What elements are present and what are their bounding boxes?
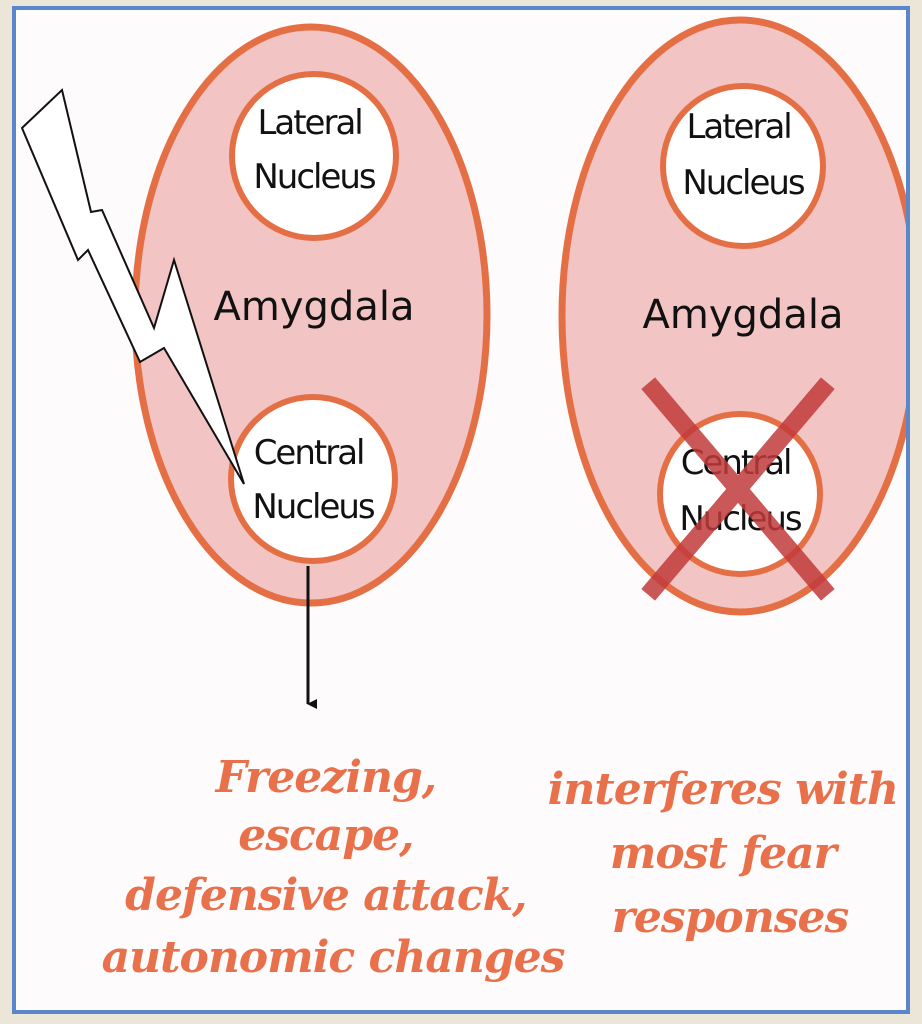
- left-lateral-line2: Nucleus: [253, 157, 376, 197]
- right-outcome-line1: interferes with: [548, 764, 898, 815]
- left-lateral-nucleus-label: Lateral Nucleus: [253, 103, 376, 197]
- right-amygdala: Lateral Nucleus Amygdala Central Nucleus: [558, 16, 906, 616]
- left-central-nucleus-circle: [228, 394, 398, 564]
- left-lateral-line1: Lateral: [257, 103, 361, 143]
- left-outcome-line2: escape,: [238, 810, 413, 861]
- left-amygdala: Lateral Nucleus Amygdala Central Nucleus: [131, 23, 491, 607]
- left-central-line1: Central: [254, 433, 364, 473]
- right-lateral-nucleus-label: Lateral Nucleus: [682, 107, 805, 203]
- left-central-nucleus-label: Central Nucleus: [252, 433, 375, 527]
- left-central-line2: Nucleus: [252, 487, 375, 527]
- right-lateral-nucleus-circle: [660, 83, 826, 249]
- right-lateral-line1: Lateral: [686, 107, 790, 147]
- left-amygdala-label: Amygdala: [214, 284, 415, 330]
- left-outcome-line4: autonomic changes: [102, 932, 565, 983]
- lesion-cross-icon: [641, 377, 835, 601]
- right-outcome-line2: most fear: [610, 828, 840, 879]
- left-outcome-line1: Freezing,: [214, 752, 436, 803]
- diagram-frame: Lateral Nucleus Amygdala Central Nucleus…: [12, 6, 910, 1014]
- left-outcome-line3: defensive attack,: [125, 870, 526, 921]
- right-lateral-line2: Nucleus: [682, 163, 805, 203]
- right-amygdala-label: Amygdala: [643, 292, 844, 338]
- left-lateral-nucleus-circle: [229, 71, 399, 241]
- lightning-bolt-icon: [20, 88, 245, 485]
- amygdala-lesion-diagram: Lateral Nucleus Amygdala Central Nucleus…: [20, 16, 906, 983]
- left-outcome-text: Freezing, escape, defensive attack, auto…: [102, 752, 565, 983]
- right-outcome-line3: responses: [612, 892, 849, 943]
- right-outcome-text: interferes with most fear responses: [548, 764, 906, 943]
